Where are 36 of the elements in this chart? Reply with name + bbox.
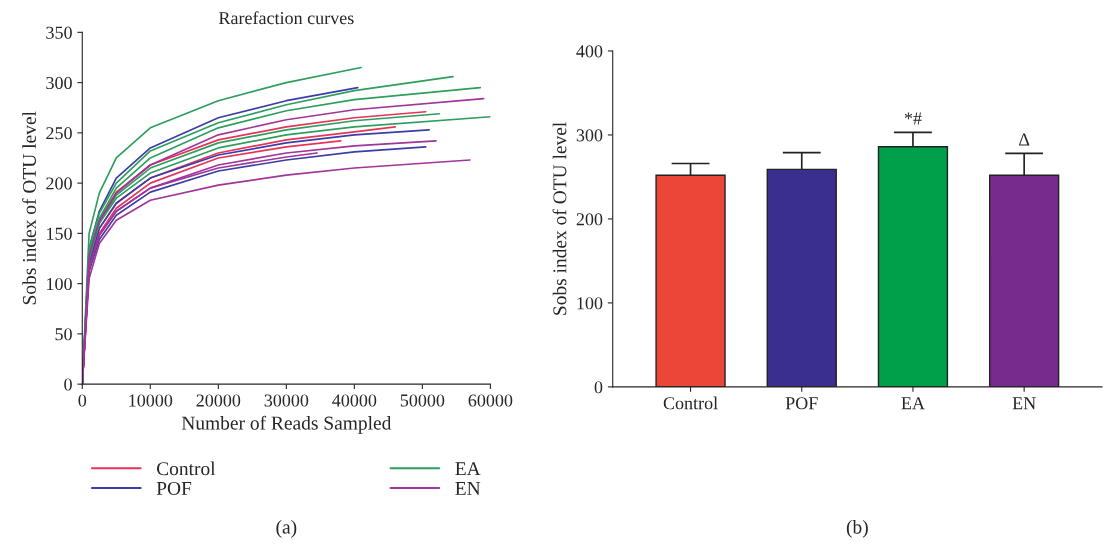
legend-label: EA: [455, 462, 481, 476]
y-tick-label: 100: [47, 277, 72, 291]
y-tick-label: 300: [576, 129, 603, 142]
y-tick-label: 50: [55, 328, 72, 341]
y-tick-label: 200: [576, 213, 603, 226]
x-tick-label: 20000: [196, 394, 241, 407]
x-tick-label: 30000: [264, 394, 309, 407]
data-label: *#: [904, 112, 922, 125]
y-tick-label: 100: [577, 297, 603, 310]
x-tick-label: POF: [785, 397, 818, 410]
y-tick-label: 300: [46, 76, 72, 90]
data-label: Δ: [1019, 133, 1030, 146]
y-tick-label: 200: [46, 177, 72, 190]
x-tick-label: Control: [663, 396, 718, 410]
x-tick-label: 50000: [400, 394, 445, 407]
text: (a): [276, 520, 297, 538]
y-tick-label: 150: [47, 227, 72, 240]
y-tick-label: 0: [594, 381, 603, 394]
y-axis-title: Sobs index of OTU level: [552, 122, 567, 315]
y-axis-title: Sobs index of OTU level: [22, 111, 36, 305]
y-tick-label: 250: [46, 127, 72, 140]
legend-label: EN: [455, 482, 481, 495]
x-tick-label: 40000: [332, 394, 377, 407]
text: (b): [846, 520, 868, 538]
x-tick-label: EA: [901, 397, 925, 410]
x-tick-label: 10000: [129, 394, 173, 407]
chart-title: Rarefaction curves: [218, 11, 354, 25]
y-tick-label: 0: [64, 378, 72, 391]
x-tick-label: 60000: [468, 394, 513, 407]
legend-label: Control: [156, 461, 216, 476]
y-tick-label: 400: [576, 45, 603, 58]
x-tick-label: 0: [78, 394, 87, 407]
legend-label: POF: [156, 481, 192, 495]
y-tick-label: 350: [46, 26, 72, 39]
x-tick-label: EN: [1012, 397, 1036, 410]
x-axis-title: Number of Reads Sampled: [181, 415, 392, 434]
